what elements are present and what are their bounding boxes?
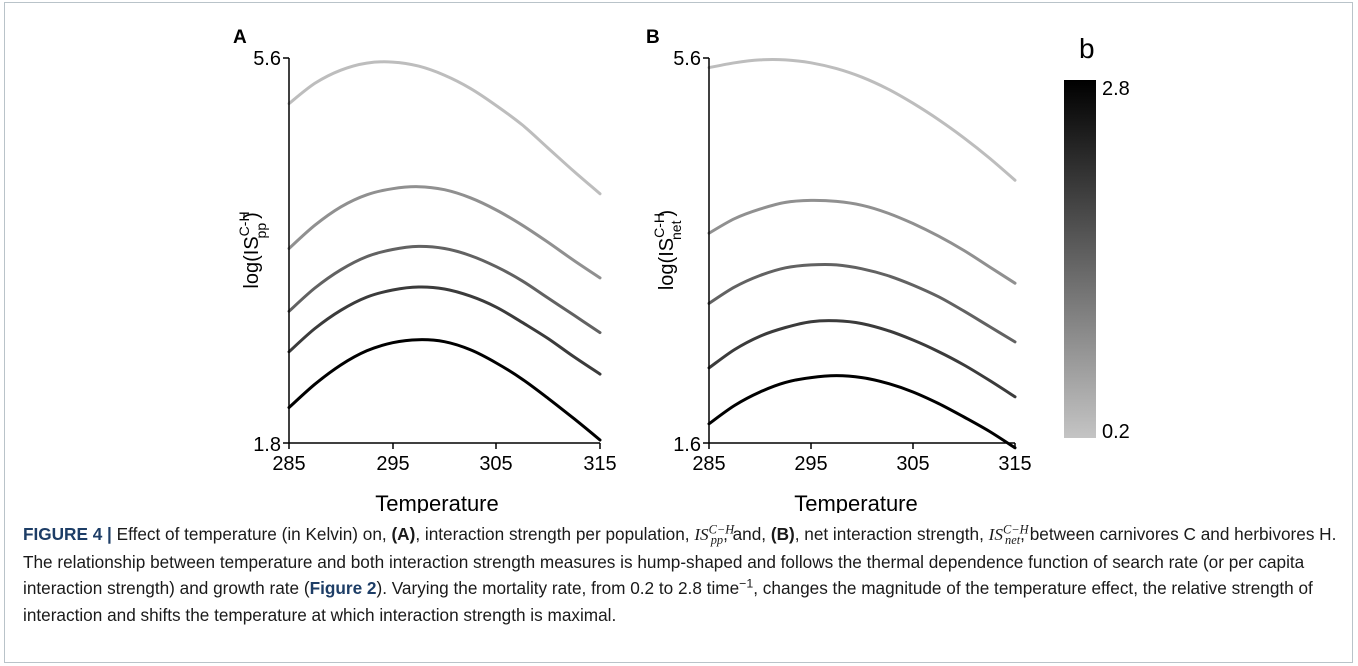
panel-a-x-tick-label: 295: [376, 453, 409, 475]
panel-b: B 285 295 305 315 5.6 1.6 Temperature lo…: [646, 27, 1032, 513]
figure-plot-area: A 285 295 305 315 5.6 1.8 Temperature lo…: [233, 27, 1130, 513]
panel-b-x-tick-label: 315: [998, 453, 1031, 475]
panel-b-x-tick-label: 285: [692, 453, 725, 475]
panel-a-x-axis-label: Temperature: [375, 491, 499, 513]
panel-b-x-tick-label: 295: [794, 453, 827, 475]
panel-b-x-axis-label: Temperature: [794, 491, 918, 513]
panel-b-x-ticks: [708, 443, 1016, 449]
caption-figure-label: FIGURE 4 |: [23, 524, 112, 544]
panel-a: A 285 295 305 315 5.6 1.8 Temperature lo…: [233, 27, 617, 513]
colorbar: b 2.8 0.2: [1064, 33, 1130, 443]
caption-text: , and,: [723, 524, 771, 544]
panel-b-y-tick-label: 5.6: [673, 48, 701, 70]
panel-a-y-tick-label: 1.8: [253, 434, 281, 456]
caption-text: ). Varying the mortality rate, from 0.2 …: [376, 578, 740, 598]
panel-a-series-line-b-0-85: [287, 185, 602, 280]
panel-b-y-axis-label: log(ISC-Hnet): [651, 210, 684, 290]
caption-is-pp-symbol: ISC−Hpp: [694, 522, 735, 548]
caption-text: , net interaction strength,: [794, 524, 989, 544]
panel-a-series-line-b-2-15: [287, 285, 602, 376]
caption-figure-2-link[interactable]: Figure 2: [309, 578, 377, 598]
panel-a-y-axis-label: log(ISC-Hpp): [236, 211, 269, 288]
caption-text: , interaction strength per population,: [415, 524, 695, 544]
colorbar-max-label: 2.8: [1102, 78, 1130, 100]
panel-a-x-tick-label: 315: [583, 453, 616, 475]
panel-b-y-tick-label: 1.6: [673, 434, 701, 456]
caption-text: , changes the magnitude of the temperatu…: [23, 578, 1313, 625]
figure-caption: FIGURE 4 | Effect of temperature (in Kel…: [23, 521, 1343, 628]
panel-a-y-tick-label: 5.6: [253, 48, 281, 70]
caption-text: , between carnivores C and herbivores H.…: [23, 524, 1337, 598]
panel-a-x-ticks: [288, 443, 601, 449]
colorbar-gradient: [1064, 80, 1096, 438]
panel-b-series-line-b-2-8: [707, 374, 1017, 450]
panel-b-series-line-b-0-85: [707, 198, 1017, 285]
panel-a-series-line-b-0-2: [287, 60, 602, 196]
caption-text: Effect of temperature (in Kelvin) on,: [111, 524, 392, 544]
panel-a-x-tick-label: 285: [272, 453, 305, 475]
panel-a-series-line-b-2-8: [287, 338, 602, 442]
caption-is-net-symbol: ISC−Hnet: [988, 522, 1029, 548]
panel-b-y-ticks: [703, 57, 709, 444]
caption-panel-b-ref: (B): [770, 524, 795, 544]
caption-panel-a-ref: (A): [391, 524, 416, 544]
caption-superscript: −1: [739, 576, 754, 591]
panel-a-lines: [287, 60, 602, 442]
colorbar-min-label: 0.2: [1102, 421, 1130, 443]
panel-b-series-line-b-2-15: [707, 319, 1017, 399]
colorbar-title: b: [1079, 33, 1095, 64]
panel-b-series-line-b-0-2: [707, 58, 1017, 182]
panel-b-letter: B: [646, 27, 660, 48]
panel-a-y-ticks: [283, 57, 289, 444]
figure-frame: A 285 295 305 315 5.6 1.8 Temperature lo…: [4, 2, 1353, 663]
panel-a-series-line-b-1-5: [287, 244, 602, 335]
panel-b-series-line-b-1-5: [707, 263, 1017, 344]
panel-a-letter: A: [233, 27, 247, 48]
panel-b-x-tick-label: 305: [896, 453, 929, 475]
panel-a-x-tick-label: 305: [479, 453, 512, 475]
panel-b-lines: [707, 58, 1017, 450]
